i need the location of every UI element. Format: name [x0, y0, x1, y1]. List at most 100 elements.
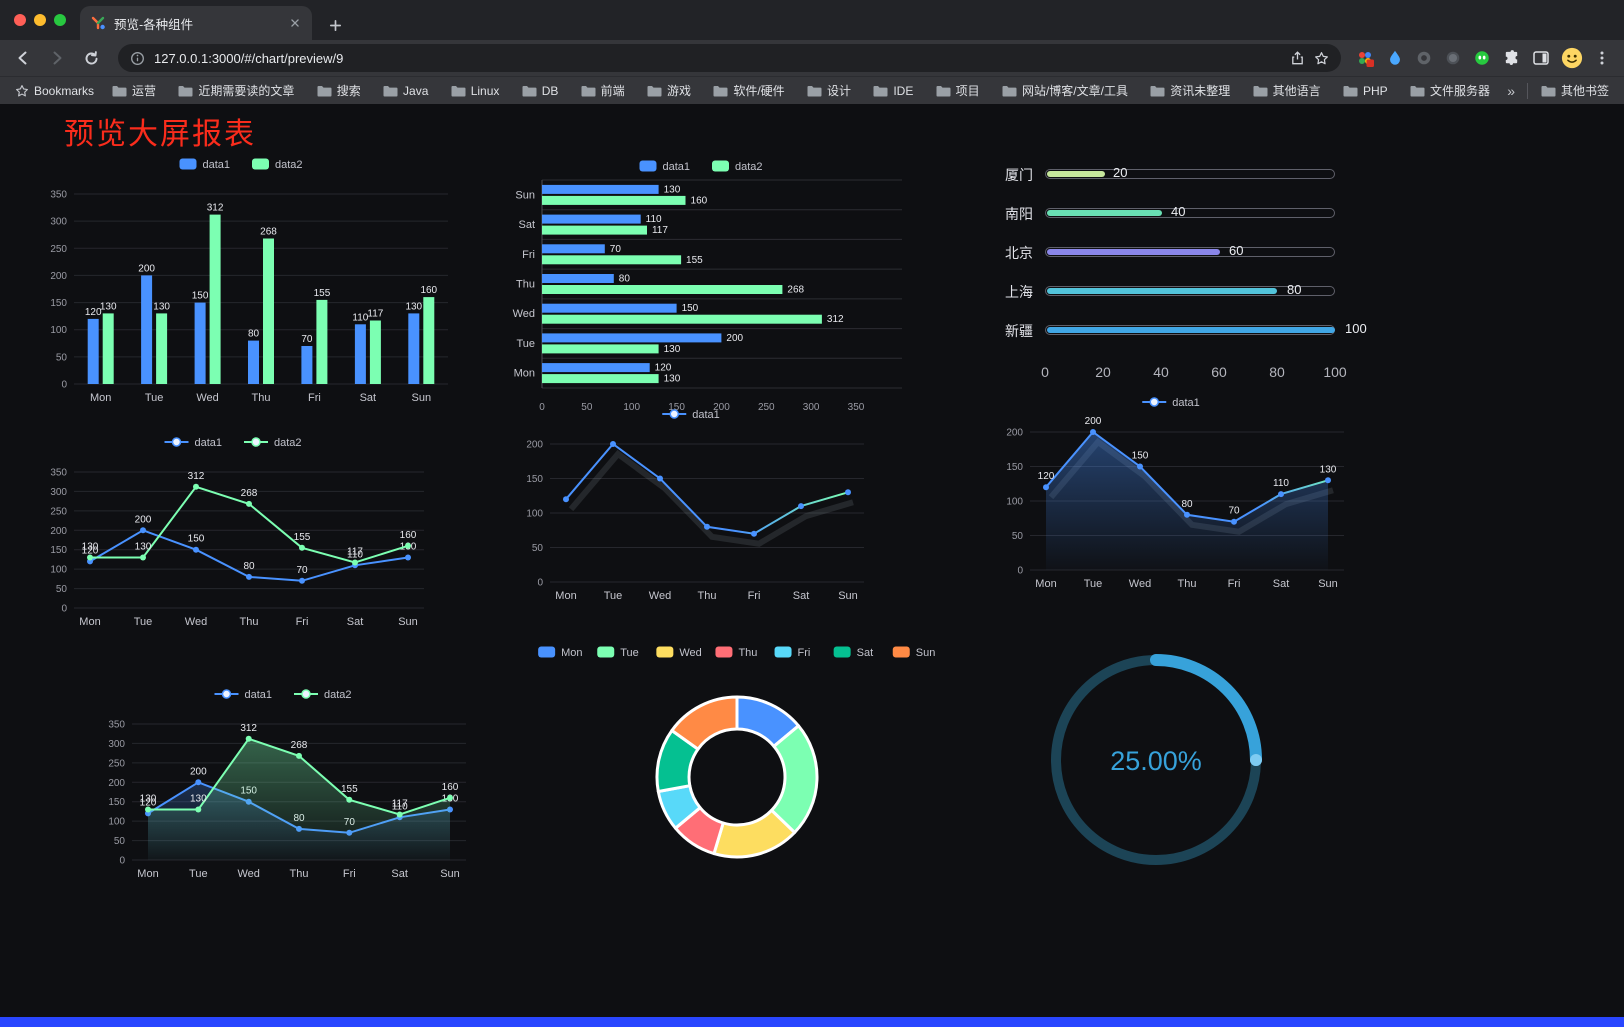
bookmark-star-icon[interactable] — [1314, 51, 1329, 66]
window-minimize-button[interactable] — [34, 14, 46, 26]
bookmark-folder-item[interactable]: Java — [378, 80, 433, 101]
other-bookmarks-item[interactable]: 其他书签 — [1536, 80, 1614, 101]
bookmark-folder-item[interactable]: PHP — [1338, 80, 1393, 101]
svg-text:110: 110 — [1273, 478, 1289, 489]
chart-horizontal-bar[interactable]: 0 50 100 150 200 250 300 350 Sun Sat Fri Thu Wed Tue M… — [500, 150, 908, 422]
svg-text:312: 312 — [240, 723, 257, 734]
progress-row: 南阳 40 — [985, 203, 1365, 235]
bookmark-folder-item[interactable]: 资讯未整理 — [1145, 80, 1235, 101]
svg-text:Wed: Wed — [513, 308, 535, 320]
menu-kebab-icon[interactable] — [1594, 50, 1610, 66]
url-text[interactable]: 127.0.0.1:3000/#/chart/preview/9 — [154, 50, 344, 66]
bookmarks-overflow-chevron[interactable]: » — [1507, 82, 1515, 99]
bookmark-folder-item[interactable]: Linux — [446, 80, 505, 101]
side-panel-icon[interactable] — [1532, 49, 1550, 67]
svg-text:Mon: Mon — [561, 647, 582, 659]
bookmark-label: 前端 — [600, 84, 625, 98]
bookmark-folder-item[interactable]: 软件/硬件 — [708, 80, 789, 101]
svg-text:Tue: Tue — [145, 392, 164, 404]
extension-icon-colored-grid[interactable] — [1355, 48, 1375, 68]
extension-icon-green-alien[interactable] — [1473, 49, 1491, 67]
tab-strip: 预览-各种组件 — [0, 0, 1624, 40]
profile-avatar[interactable] — [1561, 47, 1583, 69]
chart-line-gradient[interactable]: 0 50 100 150 200 Mon Tue Wed Thu Fri Sat Sun data1 — [502, 398, 886, 616]
svg-text:250: 250 — [50, 506, 67, 517]
svg-text:Sat: Sat — [1273, 578, 1290, 590]
progress-track — [1045, 286, 1335, 296]
bookmark-folder-item[interactable]: 网站/博客/文章/工具 — [997, 80, 1133, 101]
weekday-donut-svg: Mon Tue Wed Thu Fri Sat Sun — [538, 646, 935, 859]
svg-text:120: 120 — [82, 545, 99, 556]
area-single-svg: 0 50 100 150 200 Mon Tue Wed Thu Fri Sat Sun 120 200 1… — [1006, 397, 1344, 590]
svg-text:50: 50 — [532, 543, 544, 554]
svg-text:Sun: Sun — [398, 616, 418, 628]
svg-text:Sat: Sat — [518, 219, 535, 231]
back-button[interactable] — [10, 45, 36, 71]
svg-text:data1: data1 — [663, 161, 691, 173]
svg-text:80: 80 — [1181, 499, 1193, 510]
folder-icon — [1343, 85, 1358, 96]
bookmark-folder-item[interactable]: 项目 — [931, 80, 985, 101]
chart-line-dual[interactable]: 0 50 100 150 200 250 300 350 Mon Tue Wed Thu Fri Sat S… — [26, 426, 446, 642]
svg-text:100: 100 — [623, 402, 640, 413]
window-zoom-button[interactable] — [54, 14, 66, 26]
extension-icon-dark-circle[interactable] — [1415, 49, 1433, 67]
extensions-puzzle-icon[interactable] — [1502, 49, 1521, 68]
share-icon[interactable] — [1290, 50, 1305, 66]
bookmark-folder-item[interactable]: 其他语言 — [1248, 80, 1326, 101]
window-close-button[interactable] — [14, 14, 26, 26]
svg-text:117: 117 — [347, 547, 363, 558]
bookmark-label: 搜索 — [336, 84, 361, 98]
svg-text:150: 150 — [1006, 462, 1023, 473]
chart-city-progress[interactable]: 厦门 20 南阳 40 北京 60 上海 80 新疆 100 0 20 40 60 80 100 — [985, 160, 1367, 390]
svg-text:Mon: Mon — [555, 590, 576, 602]
svg-text:350: 350 — [50, 190, 67, 201]
svg-text:Tue: Tue — [604, 590, 623, 602]
svg-text:120: 120 — [85, 307, 102, 318]
svg-text:Sat: Sat — [347, 616, 364, 628]
bookmark-folder-item[interactable]: 文件服务器 — [1405, 80, 1495, 101]
chart-grouped-bar[interactable]: 0 50 100 150 200 250 300 350 Mon Tue Wed Thu Fri Sat S… — [26, 148, 462, 420]
chart-area-single[interactable]: 0 50 100 150 200 Mon Tue Wed Thu Fri Sat Sun 120 200 1… — [982, 386, 1366, 604]
bookmark-folder-item[interactable]: 搜索 — [312, 80, 366, 101]
svg-text:150: 150 — [50, 545, 67, 556]
tab-title: 预览-各种组件 — [114, 17, 194, 32]
chart-weekday-donut[interactable]: Mon Tue Wed Thu Fri Sat Sun — [534, 636, 940, 874]
bookmarks-root-item[interactable]: Bookmarks — [10, 82, 99, 100]
svg-text:130: 130 — [140, 793, 157, 804]
browser-tab[interactable]: 预览-各种组件 — [80, 6, 312, 40]
svg-text:200: 200 — [50, 526, 67, 537]
svg-text:50: 50 — [56, 584, 68, 595]
tab-close-icon[interactable] — [288, 16, 302, 30]
svg-text:200: 200 — [108, 778, 125, 789]
svg-text:160: 160 — [691, 195, 708, 206]
extension-icon-blue-drop[interactable] — [1386, 49, 1404, 67]
svg-text:155: 155 — [314, 288, 331, 299]
bookmark-folder-item[interactable]: 游戏 — [642, 80, 696, 101]
progress-track — [1045, 208, 1335, 218]
reload-button[interactable] — [78, 45, 104, 71]
svg-text:117: 117 — [367, 308, 383, 319]
forward-button[interactable] — [44, 45, 70, 71]
svg-text:200: 200 — [1006, 428, 1023, 439]
bookmark-folder-item[interactable]: DB — [517, 80, 564, 101]
svg-text:130: 130 — [135, 541, 152, 552]
address-bar[interactable]: 127.0.0.1:3000/#/chart/preview/9 — [118, 44, 1341, 72]
bookmark-folder-item[interactable]: 设计 — [802, 80, 856, 101]
svg-text:130: 130 — [153, 301, 170, 312]
extension-icon-grey-circle[interactable] — [1444, 49, 1462, 67]
bookmark-folder-item[interactable]: 近期需要读的文章 — [173, 80, 299, 101]
svg-text:0: 0 — [537, 578, 543, 589]
new-tab-button[interactable] — [328, 18, 343, 33]
progress-value: 60 — [1229, 243, 1244, 258]
svg-text:Wed: Wed — [185, 616, 207, 628]
bookmark-folder-item[interactable]: IDE — [868, 80, 918, 101]
site-info-icon[interactable] — [130, 51, 145, 66]
chart-percent-gauge[interactable]: 25.00% — [1038, 640, 1274, 872]
svg-text:Mon: Mon — [79, 616, 100, 628]
svg-text:Tue: Tue — [189, 868, 208, 880]
chart-line-area-dual[interactable]: 0 50 100 150 200 250 300 350 Mon Tue Wed Thu Fri Sat S… — [84, 678, 488, 894]
svg-text:Thu: Thu — [252, 392, 271, 404]
bookmark-folder-item[interactable]: 前端 — [576, 80, 630, 101]
bookmark-folder-item[interactable]: 运营 — [107, 80, 161, 101]
